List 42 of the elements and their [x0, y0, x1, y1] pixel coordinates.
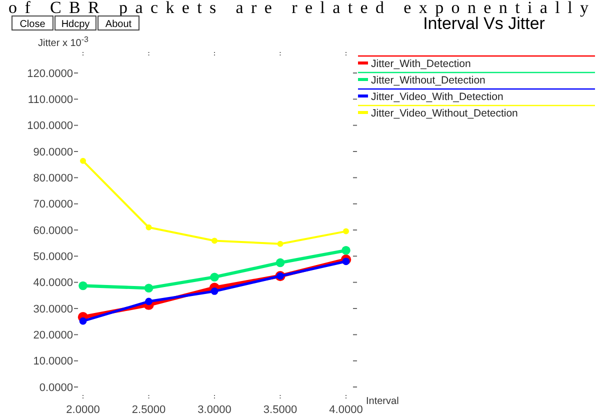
x-axis-title: Interval — [366, 396, 399, 407]
point — [343, 228, 349, 234]
x-tick-label: 3.5000 — [263, 404, 298, 416]
x-tick-label: 3.0000 — [198, 404, 232, 416]
point — [210, 288, 218, 295]
button: Hdcpy — [54, 16, 96, 30]
y-tick-label: 50.0000 — [33, 251, 73, 264]
y-tick-label: 90.0000 — [33, 146, 73, 158]
button: About — [98, 16, 140, 30]
x-tick-label: 4.0000 — [329, 404, 363, 416]
point — [212, 238, 218, 244]
legend-label: Jitter_Without_Detection — [371, 74, 486, 86]
point — [146, 224, 152, 230]
point — [78, 281, 88, 290]
point — [145, 298, 152, 306]
button: Close — [12, 16, 54, 30]
x-tick-label: 2.5000 — [132, 404, 166, 416]
y-tick-label: 30.0000 — [33, 303, 73, 316]
y-tick-label: 70.0000 — [33, 198, 73, 211]
y-axis-title: Jitter x 10$^{-3}$ — [38, 34, 90, 49]
point — [80, 158, 86, 164]
legend-label: Jitter_Video_With_Detection — [371, 91, 504, 103]
y-tick-label: 20.0000 — [33, 330, 73, 342]
y-tick-label: 0.0000 — [39, 382, 73, 394]
text: of CBR packets are related exponentially — [8, 0, 589, 17]
y-tick-label: 100.0000 — [27, 120, 73, 132]
point — [342, 246, 350, 255]
point — [342, 258, 350, 266]
y-tick-label: 60.0000 — [33, 224, 73, 237]
point — [277, 240, 284, 247]
point — [276, 258, 285, 268]
y-tick-label: 110.0000 — [28, 94, 73, 106]
x-tick-label: 2.0000 — [66, 404, 100, 416]
legend-label: Jitter_Video_Without_Detection — [371, 108, 518, 120]
point — [79, 317, 87, 325]
y-tick-label: 10.0000 — [33, 356, 73, 368]
point — [144, 284, 154, 292]
y-tick-label: 120.0000 — [27, 68, 73, 80]
y-tick-label: 40.0000 — [33, 277, 73, 290]
y-tick-label: 80.0000 — [33, 172, 73, 185]
legend-label: Jitter_With_Detection — [371, 58, 471, 70]
point — [210, 272, 219, 282]
